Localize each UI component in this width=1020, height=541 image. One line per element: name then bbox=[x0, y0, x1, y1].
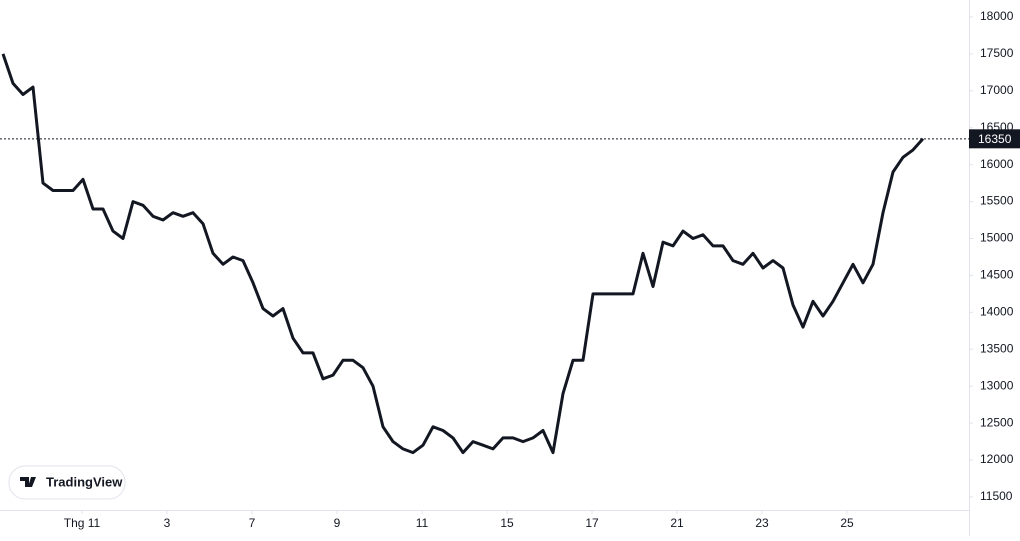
y-tick-label: 11500 bbox=[980, 489, 1013, 503]
y-tick-label: 15500 bbox=[980, 194, 1014, 208]
y-tick-label: 13500 bbox=[980, 341, 1014, 355]
last-price-label: 16350 bbox=[978, 132, 1012, 146]
x-tick-label: 25 bbox=[840, 516, 854, 530]
price-line bbox=[1, 53, 925, 455]
watermark-logo bbox=[20, 477, 36, 487]
y-tick-label: 13000 bbox=[980, 378, 1014, 392]
x-tick-label: 9 bbox=[334, 516, 341, 530]
last-price-tag bbox=[969, 129, 1020, 149]
y-tick-label: 18000 bbox=[980, 9, 1014, 23]
x-tick-label: Thg 11 bbox=[64, 516, 101, 530]
watermark-box[interactable] bbox=[8, 465, 126, 500]
x-tick-label: 23 bbox=[755, 516, 769, 530]
y-tick-label: 15000 bbox=[980, 231, 1014, 245]
watermark[interactable]: TradingView bbox=[8, 465, 126, 500]
y-tick-label: 14500 bbox=[980, 268, 1014, 282]
x-tick-label: 17 bbox=[585, 516, 599, 530]
watermark-text[interactable]: TradingView bbox=[46, 474, 123, 489]
x-tick-label: 3 bbox=[164, 516, 171, 530]
y-tick-label: 12500 bbox=[980, 415, 1014, 429]
y-tick-label: 16000 bbox=[980, 157, 1014, 171]
x-tick-label: 15 bbox=[500, 516, 514, 530]
x-tick-label: 7 bbox=[249, 516, 256, 530]
x-tick-label: 11 bbox=[416, 516, 429, 530]
y-tick-label: 17000 bbox=[980, 83, 1014, 97]
x-tick-label: 21 bbox=[670, 516, 684, 530]
y-tick-label: 14000 bbox=[980, 305, 1014, 319]
y-tick-label: 17500 bbox=[980, 46, 1014, 60]
y-tick-label: 12000 bbox=[980, 452, 1014, 466]
